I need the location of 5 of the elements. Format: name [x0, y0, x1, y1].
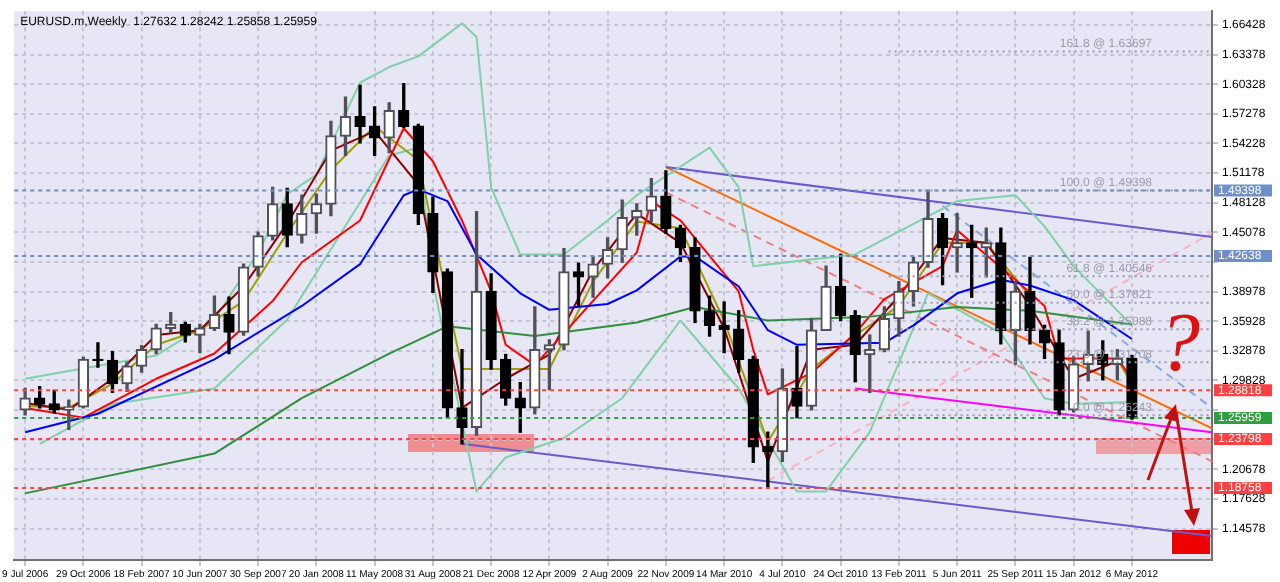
candlestick — [456, 348, 468, 445]
annotation: ? — [1158, 298, 1200, 390]
candlestick — [92, 342, 104, 368]
candlestick — [951, 213, 963, 273]
candlestick — [354, 84, 366, 144]
